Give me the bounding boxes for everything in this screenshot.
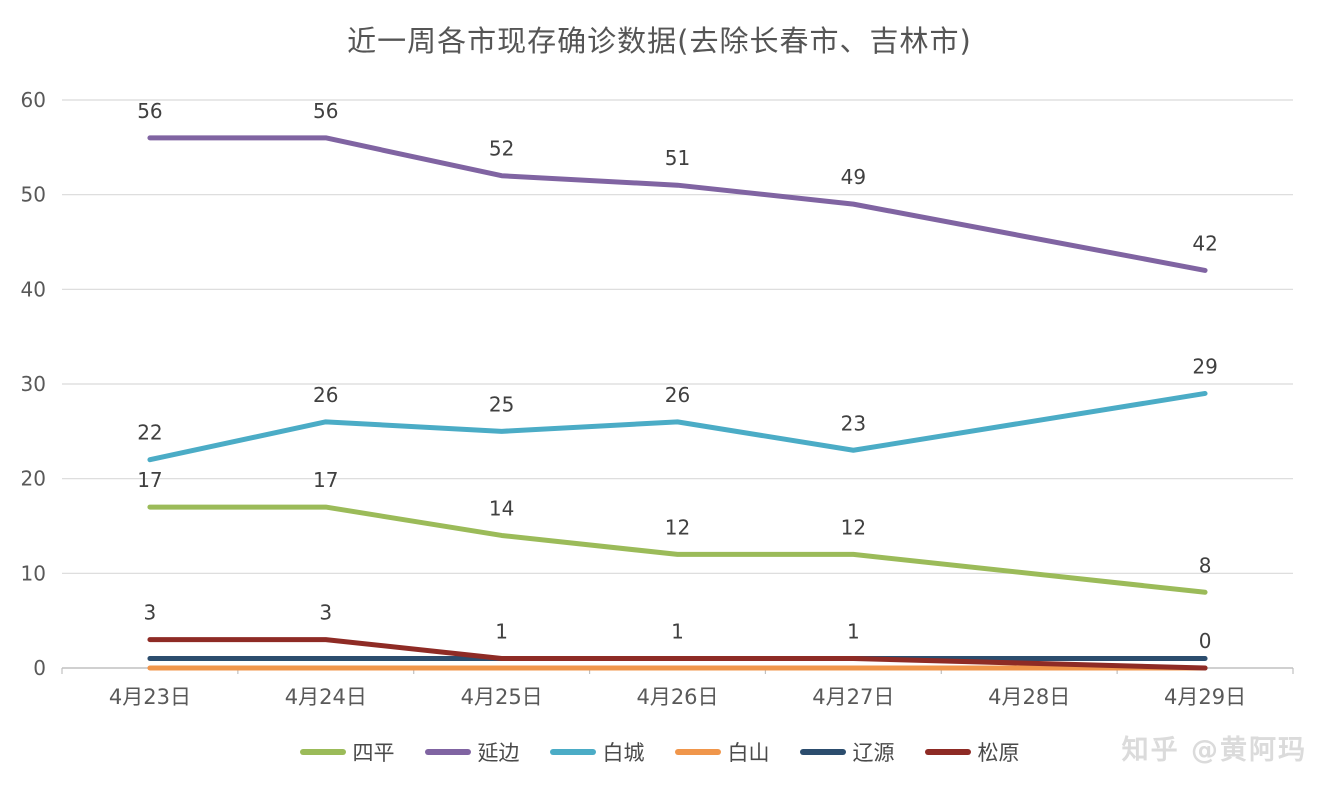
data-label-songyuan-6: 0 [1199, 629, 1212, 653]
legend-label-baishan: 白山 [727, 741, 770, 765]
legend-label-yanbian: 延边 [477, 741, 520, 765]
y-tick-label-0: 0 [33, 656, 46, 680]
data-label-siping-3: 12 [665, 515, 690, 539]
data-label-songyuan-0: 3 [144, 601, 157, 625]
data-label-baicheng-3: 26 [665, 383, 690, 407]
legend-label-songyuan: 松原 [977, 741, 1020, 765]
x-tick-label-5: 4月28日 [988, 685, 1070, 709]
series-line-songyuan [147, 637, 1208, 671]
x-tick-label-3: 4月26日 [636, 685, 718, 709]
legend-item-baicheng: 白城 [549, 737, 645, 767]
data-label-baicheng-2: 25 [489, 392, 514, 416]
chart-title: 近一周各市现存确诊数据(去除长春市、吉林市) [347, 24, 972, 58]
data-label-baicheng-0: 22 [137, 421, 162, 445]
data-label-songyuan-2: 1 [495, 620, 508, 644]
series-line-yanbian [147, 135, 1208, 273]
legend-swatch-songyuan [924, 749, 971, 755]
chart-legend: 四平 延边 白城 白山 辽源 松原 [0, 737, 1319, 767]
data-label-siping-4: 12 [841, 515, 866, 539]
data-label-yanbian-2: 52 [489, 137, 514, 161]
legend-item-liaoyuan: 辽源 [799, 737, 895, 767]
y-tick-label-10: 10 [21, 561, 46, 585]
series-line-siping [147, 504, 1208, 595]
data-label-songyuan-3: 1 [671, 620, 684, 644]
data-label-yanbian-1: 56 [313, 99, 338, 123]
data-label-baicheng-1: 26 [313, 383, 338, 407]
legend-swatch-baishan [674, 749, 721, 755]
legend-swatch-liaoyuan [799, 749, 846, 755]
y-tick-label-60: 60 [21, 88, 46, 112]
data-label-siping-2: 14 [489, 496, 514, 520]
data-label-siping-1: 17 [313, 468, 338, 492]
data-label-yanbian-0: 56 [137, 99, 162, 123]
series-line-baicheng [147, 390, 1208, 463]
data-label-songyuan-1: 3 [319, 601, 332, 625]
x-tick-label-4: 4月27日 [812, 685, 894, 709]
data-label-yanbian-6: 42 [1192, 231, 1217, 255]
data-label-siping-0: 17 [137, 468, 162, 492]
legend-item-siping: 四平 [299, 737, 395, 767]
x-tick-label-1: 4月24日 [285, 685, 367, 709]
y-tick-label-50: 50 [21, 183, 46, 207]
data-label-siping-6: 8 [1199, 553, 1212, 577]
legend-label-baicheng: 白城 [602, 741, 645, 765]
data-label-songyuan-4: 1 [847, 620, 860, 644]
legend-swatch-baicheng [549, 749, 596, 755]
legend-swatch-yanbian [424, 749, 471, 755]
y-tick-label-30: 30 [21, 372, 46, 396]
data-label-baicheng-6: 29 [1192, 354, 1217, 378]
legend-label-liaoyuan: 辽源 [852, 741, 895, 765]
legend-item-songyuan: 松原 [924, 737, 1020, 767]
x-tick-label-0: 4月23日 [109, 685, 191, 709]
x-tick-label-2: 4月25日 [461, 685, 543, 709]
legend-item-baishan: 白山 [674, 737, 770, 767]
y-tick-label-20: 20 [21, 467, 46, 491]
legend-label-siping: 四平 [352, 741, 395, 765]
y-tick-label-40: 40 [21, 277, 46, 301]
x-tick-label-6: 4月29日 [1164, 685, 1246, 709]
data-label-baicheng-4: 23 [841, 411, 866, 435]
legend-item-yanbian: 延边 [424, 737, 520, 767]
legend-swatch-siping [299, 749, 346, 755]
data-label-yanbian-4: 49 [841, 165, 866, 189]
data-label-yanbian-3: 51 [665, 146, 690, 170]
